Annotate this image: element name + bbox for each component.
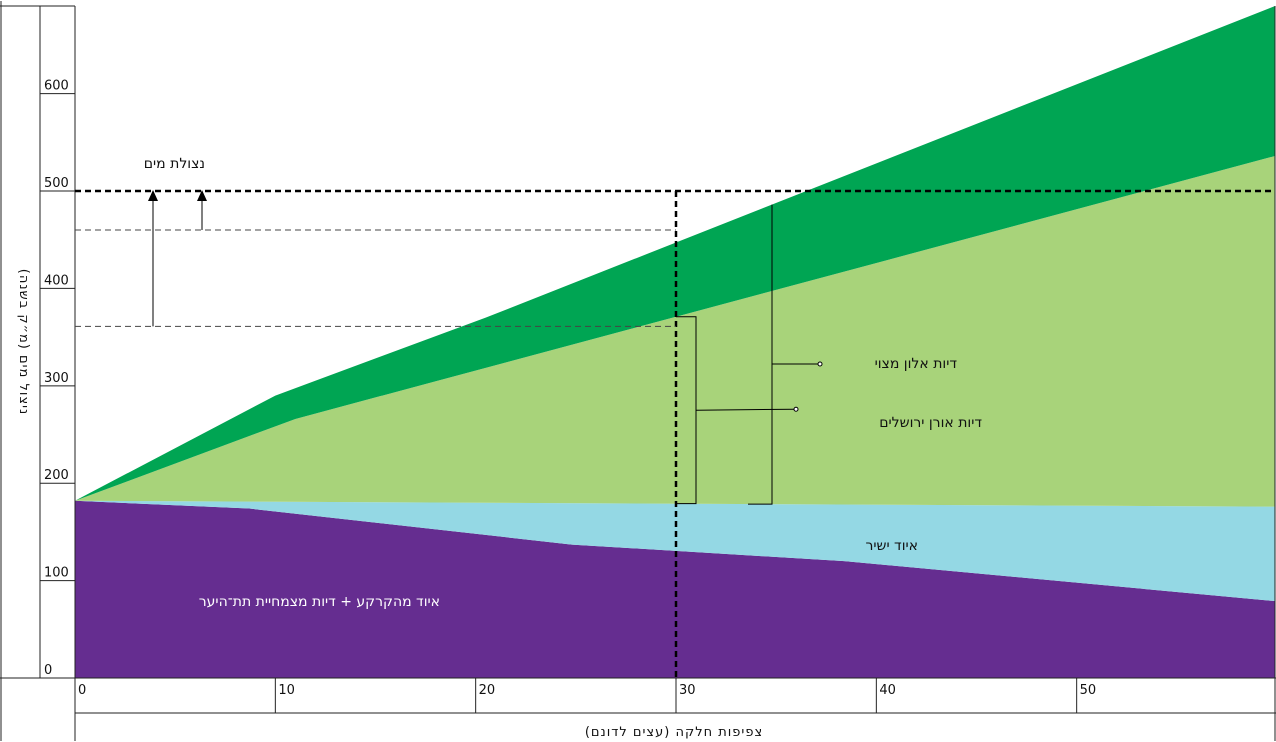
annotation-oak: דיות אלון מצוי (875, 356, 958, 372)
y-tick-label: 500 (44, 176, 69, 191)
x-axis-ticks: 0 10 20 30 40 50 (74, 678, 1097, 713)
x-tick-label: 20 (479, 683, 496, 698)
y-axis-title: ניצול מים (מ״ק בשנה) (16, 269, 31, 416)
bracket-oak (748, 204, 773, 505)
reference-lines (75, 189, 1275, 678)
y-tick-label: 100 (44, 566, 69, 581)
y-tick-label: 0 (44, 663, 52, 678)
annotation-interception: נצולת מים (144, 156, 205, 172)
y-tick-label: 300 (44, 371, 69, 386)
y-tick-label: 600 (44, 79, 69, 94)
arrow-long-head (148, 190, 158, 202)
x-tick-label: 50 (1080, 683, 1097, 698)
x-tick-label: 10 (278, 683, 295, 698)
y-tick-label: 200 (44, 468, 69, 483)
annotation-pine: דיות אורן ירושלים (879, 415, 982, 431)
leader-oak-dot (817, 361, 823, 367)
leader-pine-dot (793, 406, 799, 412)
x-tick-label: 0 (78, 683, 86, 698)
arrow-short-head (197, 190, 207, 202)
x-axis-title: צפיפות חלקה (עצים לדונם) (585, 725, 763, 740)
leader-pine (695, 408, 795, 411)
area-direct-evaporation (75, 500, 1275, 602)
x-tick-label: 40 (879, 683, 896, 698)
area-soil-evaporation (75, 500, 1275, 678)
y-axis-ticks: 0 100 200 300 400 500 600 (40, 79, 75, 678)
x-tick-label: 30 (679, 683, 696, 698)
annotation-soil: איוד מהקרקע + דיות מצמחיית תת־היער (199, 594, 440, 610)
y-tick-label: 400 (44, 273, 69, 288)
annotation-direct-evaporation: איוד ישיר (866, 538, 918, 554)
